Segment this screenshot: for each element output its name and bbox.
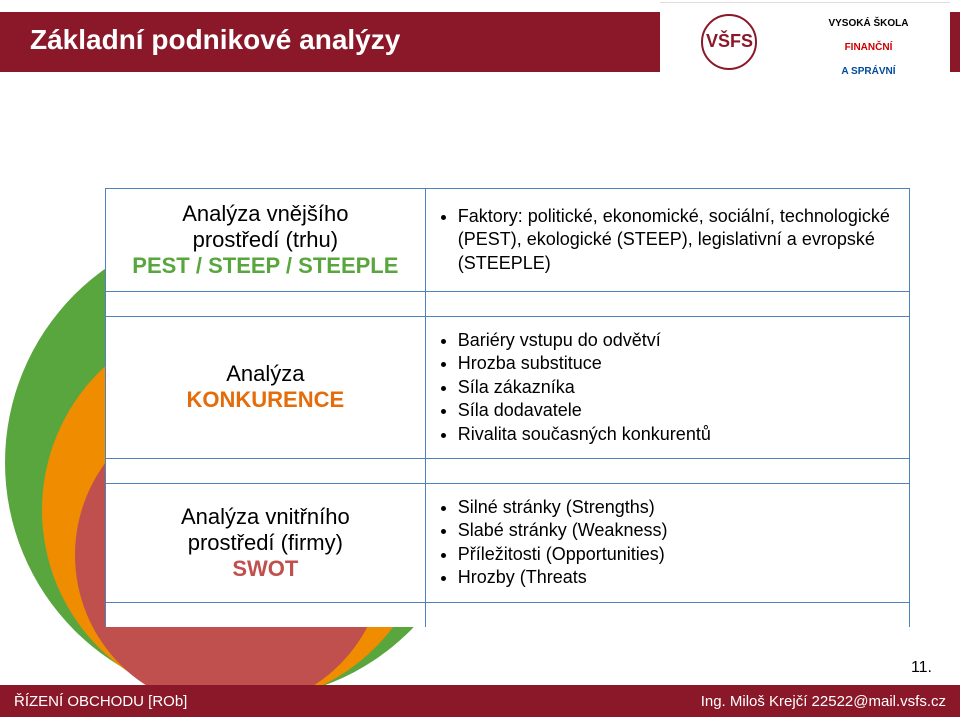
row3-bullets: Silné stránky (Strengths) Slabé stránky … bbox=[440, 496, 895, 590]
row3-accent: SWOT bbox=[120, 556, 411, 582]
footer-left: ŘÍZENÍ OBCHODU [ROb] bbox=[14, 693, 187, 710]
bullet: Rivalita současných konkurentů bbox=[458, 423, 895, 446]
cell-right-1: Faktory: politické, ekonomické, sociální… bbox=[425, 189, 909, 292]
footer-right: Ing. Miloš Krejčí 22522@mail.vsfs.cz bbox=[701, 693, 946, 710]
row1-accent: PEST / STEEP / STEEPLE bbox=[120, 253, 411, 279]
cell-left-3: Analýza vnitřního prostředí (firmy) SWOT bbox=[106, 483, 426, 602]
footer: ŘÍZENÍ OBCHODU [ROb] Ing. Miloš Krejčí 2… bbox=[0, 685, 960, 717]
bullet: Hrozby (Threats bbox=[458, 566, 895, 589]
bullet: Hrozba substituce bbox=[458, 352, 895, 375]
row1-line1: Analýza vnějšího bbox=[120, 201, 411, 227]
bullet: Síla zákazníka bbox=[458, 376, 895, 399]
table-row: Analýza KONKURENCE Bariéry vstupu do odv… bbox=[106, 317, 910, 459]
table-row: Analýza vnějšího prostředí (trhu) PEST /… bbox=[106, 189, 910, 292]
spacer bbox=[106, 602, 910, 627]
cell-left-1: Analýza vnějšího prostředí (trhu) PEST /… bbox=[106, 189, 426, 292]
cell-right-3: Silné stránky (Strengths) Slabé stránky … bbox=[425, 483, 909, 602]
row2-bullets: Bariéry vstupu do odvětví Hrozba substit… bbox=[440, 329, 895, 446]
row3-line2: prostředí (firmy) bbox=[120, 530, 411, 556]
page-number: 11. bbox=[911, 659, 932, 677]
logo-line2: FINANČNÍ bbox=[845, 42, 893, 53]
row2-line1: Analýza bbox=[120, 361, 411, 387]
bullet: Faktory: politické, ekonomické, sociální… bbox=[458, 205, 895, 275]
row1-bullets: Faktory: politické, ekonomické, sociální… bbox=[440, 205, 895, 275]
cell-right-2: Bariéry vstupu do odvětví Hrozba substit… bbox=[425, 317, 909, 459]
row3-line1: Analýza vnitřního bbox=[120, 504, 411, 530]
logo-area: VŠFS VYSOKÁ ŠKOLA FINANČNÍ A SPRÁVNÍ bbox=[660, 2, 950, 80]
bullet: Bariéry vstupu do odvětví bbox=[458, 329, 895, 352]
slide: Základní podnikové analýzy VŠFS VYSOKÁ Š… bbox=[0, 0, 960, 717]
analysis-table: Analýza vnějšího prostředí (trhu) PEST /… bbox=[105, 188, 910, 627]
logo-line3: A SPRÁVNÍ bbox=[841, 66, 895, 77]
content-area: Analýza vnějšího prostředí (trhu) PEST /… bbox=[0, 90, 960, 667]
spacer bbox=[106, 292, 910, 317]
bullet: Silné stránky (Strengths) bbox=[458, 496, 895, 519]
logo-text: VYSOKÁ ŠKOLA FINANČNÍ A SPRÁVNÍ bbox=[828, 6, 908, 78]
cell-left-2: Analýza KONKURENCE bbox=[106, 317, 426, 459]
header: Základní podnikové analýzy VŠFS VYSOKÁ Š… bbox=[0, 0, 960, 80]
page-title: Základní podnikové analýzy bbox=[30, 24, 400, 56]
bullet: Příležitosti (Opportunities) bbox=[458, 543, 895, 566]
logo-crest-icon: VŠFS bbox=[701, 14, 757, 70]
spacer bbox=[106, 458, 910, 483]
row2-accent: KONKURENCE bbox=[120, 387, 411, 413]
row1-line2: prostředí (trhu) bbox=[120, 227, 411, 253]
table-row: Analýza vnitřního prostředí (firmy) SWOT… bbox=[106, 483, 910, 602]
bullet: Síla dodavatele bbox=[458, 399, 895, 422]
bullet: Slabé stránky (Weakness) bbox=[458, 519, 895, 542]
logo-line1: VYSOKÁ ŠKOLA bbox=[828, 18, 908, 29]
